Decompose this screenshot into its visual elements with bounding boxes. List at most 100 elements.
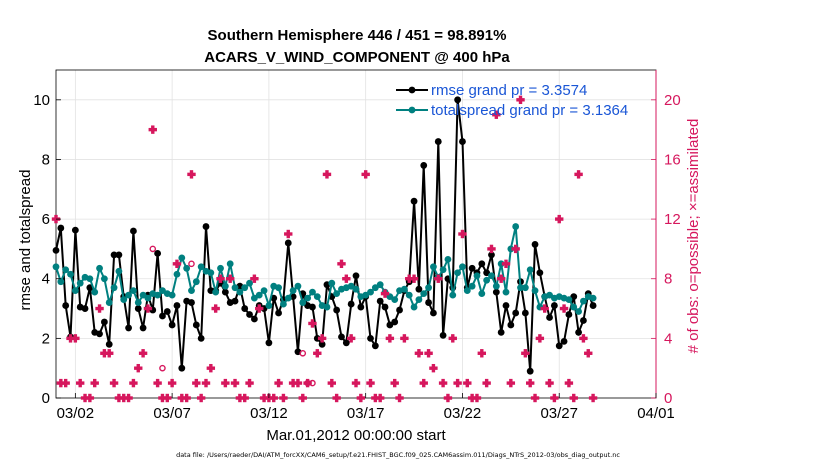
data-point — [207, 269, 215, 277]
data-point — [531, 287, 539, 295]
series-0 — [52, 96, 597, 375]
data-point — [425, 284, 432, 292]
data-point — [347, 300, 355, 308]
data-point — [246, 311, 253, 318]
possible-point — [299, 349, 307, 357]
data-point — [342, 339, 350, 347]
data-point — [400, 285, 408, 293]
data-point — [280, 300, 287, 308]
data-point — [110, 284, 118, 292]
data-point — [154, 291, 162, 299]
data-point — [463, 287, 471, 295]
data-point — [473, 272, 481, 280]
data-point — [459, 138, 466, 145]
data-point — [521, 284, 529, 292]
data-point — [309, 303, 316, 311]
data-point — [459, 263, 466, 271]
data-point — [430, 263, 437, 271]
data-point — [154, 249, 162, 257]
data-point — [178, 364, 186, 372]
data-point — [105, 340, 113, 348]
y-right-tick-label: 16 — [664, 151, 681, 168]
data-point — [546, 314, 553, 321]
axes: 0 2 4 6 8 10 0 4 8 12 16 20 03/02 03/07 03/12 03/17 03/2… — [33, 70, 681, 422]
data-point — [439, 266, 447, 274]
legend-label: totalspread grand pr = 3.1364 — [431, 102, 628, 119]
data-point — [333, 306, 341, 314]
data-point — [163, 308, 171, 315]
x-tick-label: 04/01 — [637, 405, 675, 422]
data-point — [488, 251, 495, 259]
series-line — [55, 99, 595, 372]
data-point — [318, 340, 326, 348]
data-point — [492, 288, 500, 296]
data-point — [134, 299, 142, 306]
y-tick-label: 6 — [42, 211, 50, 228]
data-point — [86, 275, 94, 283]
data-point — [100, 318, 108, 326]
data-point — [76, 279, 84, 287]
data-point — [57, 278, 65, 286]
data-point — [105, 299, 113, 306]
data-point — [255, 291, 263, 299]
data-point — [512, 309, 520, 317]
data-point — [183, 264, 191, 272]
data-point — [391, 318, 399, 326]
data-point — [492, 282, 500, 290]
data-point — [284, 239, 292, 247]
grid — [56, 70, 656, 398]
x-tick-label: 03/12 — [250, 405, 288, 422]
data-point — [323, 303, 331, 311]
data-point — [565, 311, 573, 318]
data-point — [52, 263, 60, 271]
data-point — [250, 315, 258, 323]
data-point — [130, 287, 137, 295]
data-point — [376, 281, 384, 289]
data-point — [100, 275, 108, 283]
y-right-tick-label: 12 — [664, 211, 681, 228]
x-tick-label: 03/27 — [540, 405, 578, 422]
chart-marks — [51, 95, 598, 403]
data-point — [367, 288, 374, 296]
data-point — [173, 270, 181, 278]
data-point — [246, 279, 253, 287]
data-point — [192, 278, 200, 286]
x-tick-label: 03/22 — [444, 405, 482, 422]
possible-point — [149, 245, 157, 253]
data-point — [454, 96, 462, 104]
data-point — [555, 342, 563, 350]
data-point — [313, 293, 321, 301]
possible-point — [309, 379, 316, 387]
data-point — [580, 317, 587, 324]
data-point — [444, 255, 452, 263]
data-point — [197, 334, 205, 342]
data-point — [289, 287, 297, 295]
data-point — [425, 299, 432, 306]
data-point — [497, 329, 505, 336]
data-point — [410, 303, 418, 311]
data-point — [192, 321, 200, 329]
y-right-tick-label: 20 — [664, 92, 681, 109]
data-point — [575, 329, 582, 336]
data-point — [371, 342, 379, 350]
data-point — [430, 309, 437, 317]
data-point — [488, 272, 495, 280]
data-point — [96, 330, 103, 338]
y-tick-label: 4 — [42, 271, 50, 288]
data-point — [550, 302, 558, 309]
footnote: data file: /Users/raeder/DAI/ATM_forcXX/… — [176, 451, 620, 459]
data-point — [521, 309, 529, 317]
data-point — [217, 264, 224, 272]
data-point — [381, 303, 389, 311]
data-point — [396, 306, 403, 314]
data-point — [338, 333, 345, 341]
data-point — [294, 282, 302, 290]
plot-area — [55, 69, 657, 399]
data-point — [415, 296, 423, 303]
data-point — [468, 282, 476, 290]
data-point — [299, 299, 307, 306]
data-point — [536, 269, 544, 277]
data-point — [589, 294, 597, 302]
data-point — [134, 305, 142, 312]
